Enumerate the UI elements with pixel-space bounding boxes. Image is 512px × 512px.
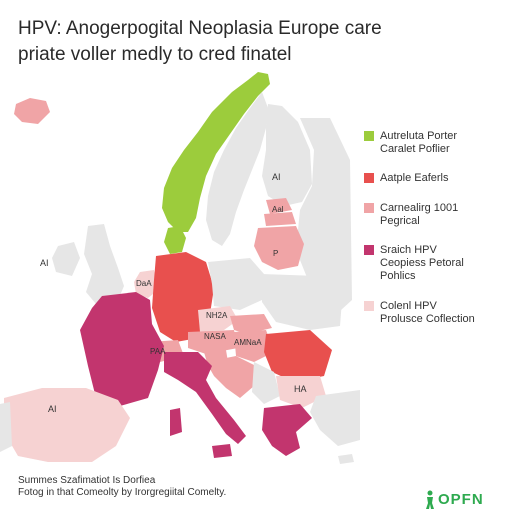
region-norway — [162, 72, 270, 232]
footer-line-2: Fotog in that Comeolty by Irorgregiital … — [18, 487, 227, 498]
legend-swatch-magenta — [364, 245, 374, 255]
region-portugal — [0, 402, 12, 452]
legend-swatch-pink — [364, 203, 374, 213]
region-sardinia — [170, 408, 182, 436]
region-slovakia — [230, 314, 272, 334]
label-latvia: Aal — [272, 205, 284, 214]
region-bulgaria — [276, 376, 326, 408]
brand-logo: OPFN — [424, 489, 508, 512]
label-balkans: HA — [294, 384, 307, 394]
region-ukraine — [262, 274, 342, 330]
label-hungary: NASA — [204, 332, 226, 341]
map-footer: Summes Szafimatiot Is Dorfiea Fotog in t… — [18, 475, 226, 499]
region-benelux — [134, 270, 158, 298]
region-russia — [296, 118, 352, 320]
legend-item-3-line-2: Pegrical — [380, 215, 420, 227]
region-cyprus — [338, 454, 354, 464]
region-belarus — [254, 226, 304, 270]
title-line-2: priate voller medly to cred finatel — [18, 44, 292, 65]
legend-item-3: Carnealirg 1001 Pegrical — [364, 202, 458, 228]
region-latvia — [264, 212, 296, 226]
legend-item-5-line-1: Colenl HPV — [380, 300, 437, 312]
legend-item-1: Autreluta Porter Caralet Poflier — [364, 130, 457, 156]
figure-icon — [426, 490, 434, 509]
region-germany — [152, 252, 214, 342]
label-benelux: DaA — [136, 279, 152, 288]
footer-line-1: Summes Szafimatiot Is Dorfiea — [18, 475, 156, 486]
legend-item-4-line-2: Ceopiess Petoral — [380, 257, 464, 269]
europe-map: AI Aal P AI DaA NH2A NASA AMNaA PAA HA A… — [0, 72, 360, 464]
label-finland: AI — [272, 172, 281, 182]
region-sicily — [212, 444, 232, 458]
title-line-1: HPV: Anogerpogital Neoplasia Europe care — [18, 18, 382, 39]
legend-item-3-line-1: Carnealirg 1001 — [380, 202, 459, 214]
region-estonia — [266, 198, 292, 214]
label-croatia: PAA — [150, 347, 166, 356]
legend-item-2-line-1: Aatple Eaferls — [380, 172, 449, 184]
legend-item-4-line-3: Pohlics — [380, 270, 416, 282]
region-finland — [262, 104, 312, 206]
region-france — [80, 292, 164, 406]
region-serbia — [252, 362, 280, 404]
legend-item-1-line-2: Caralet Poflier — [380, 143, 450, 155]
map-title: HPV: Anogerpogital Neoplasia Europe care… — [18, 16, 382, 68]
region-denmark — [164, 226, 186, 254]
region-italy — [164, 352, 246, 444]
region-turkey — [310, 390, 360, 446]
region-hungary — [234, 330, 274, 362]
legend-swatch-red — [364, 173, 374, 183]
legend-item-5-line-2: Prolusce Coflection — [380, 313, 475, 325]
region-sweden — [206, 92, 268, 246]
legend-item-2: Aatple Eaferls — [364, 172, 448, 185]
region-ireland — [52, 242, 80, 276]
legend-swatch-lightpink — [364, 301, 374, 311]
label-austria: NH2A — [206, 311, 228, 320]
region-iceland — [14, 98, 50, 124]
region-czechia — [198, 306, 238, 332]
logo-text: OPFN — [438, 491, 484, 508]
legend-item-4-line-1: Sraich HPV — [380, 244, 437, 256]
region-austria — [188, 330, 238, 354]
region-uk — [84, 224, 124, 304]
legend-item-1-line-1: Autreluta Porter — [380, 130, 458, 142]
legend-swatch-green — [364, 131, 374, 141]
region-croatia — [206, 356, 256, 398]
region-poland — [208, 258, 264, 310]
region-greece — [262, 404, 312, 456]
legend-item-5: Colenl HPV Prolusce Coflection — [364, 300, 475, 326]
label-spain: AI — [48, 404, 57, 414]
region-romania — [264, 330, 332, 382]
label-uk: AI — [40, 258, 49, 268]
legend-item-4: Sraich HPV Ceopiess Petoral Pohlics — [364, 244, 464, 283]
label-slovenia: AMNaA — [234, 338, 262, 347]
label-belarus: P — [273, 249, 278, 258]
region-spain — [4, 388, 130, 462]
